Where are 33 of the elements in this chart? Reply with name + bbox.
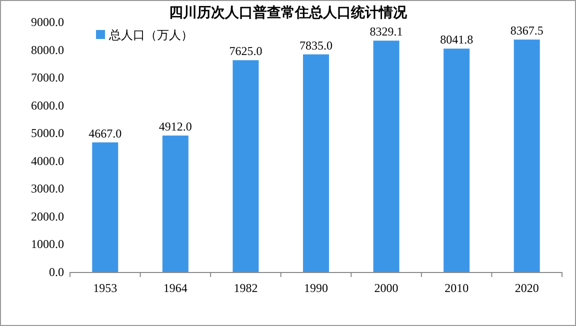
data-label: 7625.0 <box>229 44 262 58</box>
chart-title: 四川历次人口普查常住总人口统计情况 <box>169 4 408 20</box>
bar <box>514 40 540 272</box>
data-label: 8329.1 <box>370 24 403 39</box>
data-label: 4912.0 <box>158 120 192 134</box>
bar <box>303 54 329 272</box>
data-label: 7835.0 <box>300 38 332 52</box>
x-tick-label: 1990 <box>304 281 328 295</box>
y-tick-label: 0.0 <box>49 265 64 279</box>
bar <box>92 142 118 272</box>
y-tick-label: 8000.0 <box>31 42 64 57</box>
data-label: 4667.0 <box>88 126 122 140</box>
y-tick-label: 2000.0 <box>31 209 64 224</box>
y-tick-label: 4000.0 <box>31 154 64 168</box>
x-tick-label: 1982 <box>234 281 258 295</box>
legend-label: 总人口（万人） <box>108 28 193 42</box>
data-label: 8041.8 <box>440 32 474 47</box>
y-tick-label: 9000.0 <box>31 15 64 29</box>
y-tick-label: 3000.0 <box>31 182 64 196</box>
x-tick-label: 2020 <box>514 281 539 295</box>
y-tick-label: 5000.0 <box>31 126 64 140</box>
y-tick-label: 6000.0 <box>31 98 64 112</box>
x-tick-label: 2010 <box>444 281 469 295</box>
bar <box>232 60 259 272</box>
bar <box>373 40 400 272</box>
bar <box>162 136 188 272</box>
x-tick-label: 2000 <box>374 281 398 295</box>
bar <box>444 48 470 272</box>
x-tick-label: 1964 <box>163 281 188 295</box>
x-tick-label: 1953 <box>93 281 118 295</box>
y-tick-label: 7000.0 <box>31 70 64 85</box>
data-label: 8367.5 <box>510 24 544 38</box>
y-tick-label: 1000.0 <box>31 237 64 252</box>
